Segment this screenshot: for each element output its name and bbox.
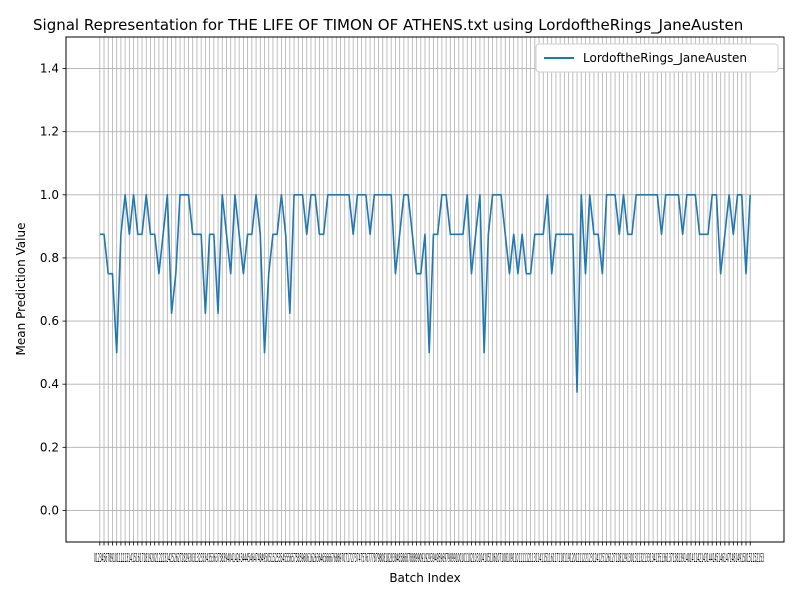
y-tick-label: 0.6 bbox=[40, 314, 59, 328]
chart-title: Signal Representation for THE LIFE OF TI… bbox=[33, 16, 743, 35]
series-layer bbox=[99, 194, 752, 393]
y-axis-label: Mean Prediction Value bbox=[14, 223, 28, 356]
y-tick-label: 0.4 bbox=[40, 377, 59, 391]
y-grid bbox=[66, 68, 784, 511]
legend-box bbox=[535, 43, 779, 73]
y-tick-label: 1.0 bbox=[40, 188, 59, 202]
x-tick-labels: 0123456789101112131415161718192021222324… bbox=[94, 551, 764, 565]
y-tick-label: 0.8 bbox=[40, 251, 59, 265]
y-tick-label: 0.0 bbox=[40, 503, 59, 517]
y-tick-label: 0.2 bbox=[40, 440, 59, 454]
x-axis-ticks bbox=[99, 542, 751, 546]
y-tick-label: 1.2 bbox=[40, 125, 59, 139]
legend: LordoftheRings_JaneAusten bbox=[535, 43, 779, 73]
y-tick-label: 1.4 bbox=[40, 62, 59, 76]
y-axis-ticks: 0.0 0.2 0.4 0.6 0.8 1.0 1.2 1.4 bbox=[40, 62, 66, 517]
series-line bbox=[99, 194, 752, 393]
x-grid bbox=[99, 37, 751, 542]
legend-label: LordoftheRings_JaneAusten bbox=[583, 51, 747, 65]
x-axis-label: Batch Index bbox=[389, 571, 460, 585]
